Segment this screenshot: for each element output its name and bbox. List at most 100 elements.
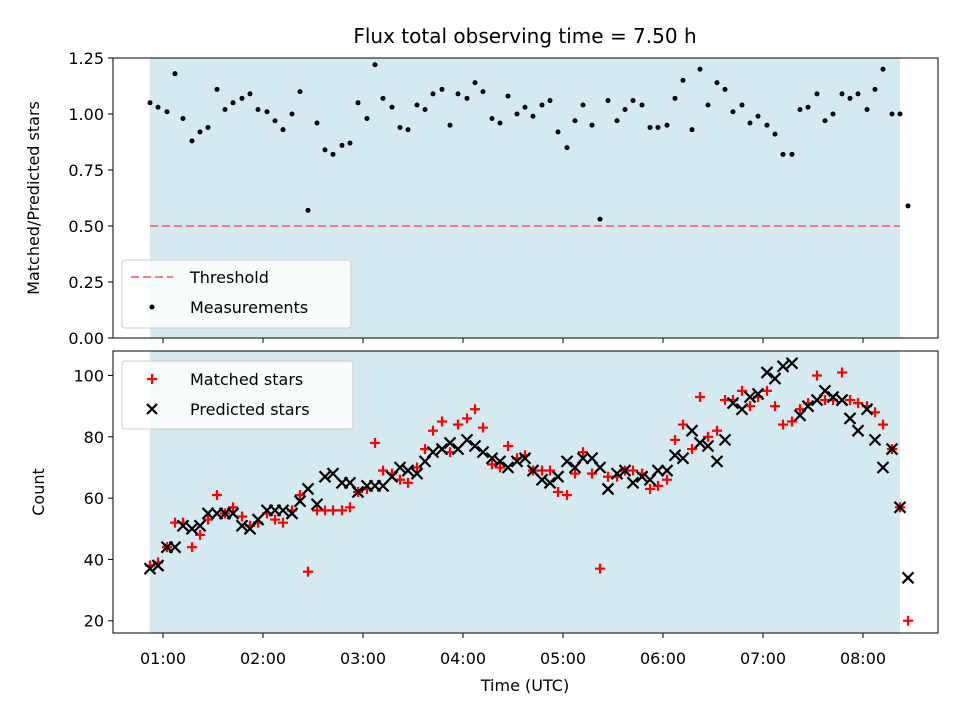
measurement-point [722, 86, 728, 92]
predicted-star-point [551, 470, 565, 483]
matched-star-point [678, 419, 688, 430]
predicted-star-point [168, 540, 182, 554]
predicted-star-point [860, 402, 874, 416]
predicted-star-point [485, 452, 499, 465]
measurement-point [689, 127, 695, 133]
bottom-panel: 20 40 60 80 100 01:00 02:00 03:00 04:00 05:00 06:… [29, 350, 939, 695]
measurement-point [547, 98, 553, 104]
matched-star-point [695, 391, 705, 402]
measurement-point [664, 122, 670, 128]
predicted-star-point [626, 476, 640, 490]
bottom-legend-box [121, 360, 354, 430]
matched-star-point [395, 474, 405, 485]
measurement-point [322, 147, 328, 153]
matched-star-point [745, 401, 755, 412]
measurement-point [880, 66, 886, 72]
predicted-star-point [235, 519, 249, 532]
predicted-star-point [393, 461, 407, 474]
predicted-star-point [543, 476, 557, 490]
matched-star-point [303, 566, 313, 577]
measurement-point [864, 107, 870, 113]
matched-star-point [870, 407, 880, 418]
matched-star-point [795, 404, 805, 415]
measurement-point [255, 107, 261, 113]
legend-predicted-label: Predicted stars [190, 400, 310, 419]
predicted-star-point [660, 464, 674, 477]
measurement-point [855, 91, 861, 97]
measurement-point [472, 80, 478, 86]
measurement-point [397, 124, 403, 130]
measurement-point [697, 66, 703, 72]
measurement-point [755, 113, 761, 119]
bottom-y-tick-label: 100 [73, 367, 104, 386]
measurement-point [264, 109, 270, 115]
matched-star-point [837, 367, 847, 378]
predicted-star-point [876, 461, 890, 474]
predicted-star-points [143, 356, 915, 585]
top-plot-frame [112, 57, 939, 339]
measurement-point [530, 113, 536, 119]
measurement-point [714, 80, 720, 86]
matched-star-point [570, 468, 580, 479]
predicted-star-point [143, 562, 157, 575]
predicted-star-point [693, 436, 707, 450]
top-y-axis-label: Matched/Predicted stars [24, 101, 43, 295]
predicted-star-point [493, 455, 507, 468]
measurement-point [230, 100, 236, 106]
measurement-point [172, 71, 178, 77]
predicted-star-point [318, 470, 332, 483]
matched-star-point [712, 425, 722, 436]
measurement-point [655, 124, 661, 130]
matched-star-point [445, 447, 455, 458]
measurement-point [705, 102, 711, 108]
measurement-point [572, 118, 578, 124]
measurement-point [897, 111, 903, 117]
matched-star-point [278, 517, 288, 528]
measurement-point [447, 122, 453, 128]
measurement-point [372, 62, 378, 68]
measurement-point [839, 91, 845, 97]
measurement-point [430, 91, 436, 97]
predicted-star-point [351, 485, 365, 499]
predicted-star-point [401, 464, 415, 477]
bottom-plot-frame [112, 350, 939, 634]
bottom-y-tick-label: 80 [84, 428, 104, 447]
matched-star-point [328, 505, 338, 516]
bottom-y-axis-label: Count [29, 468, 48, 516]
matched-star-point [270, 514, 280, 525]
matched-star-point [595, 563, 605, 574]
measurement-point [872, 86, 878, 92]
matched-star-point [437, 416, 447, 427]
matched-star-point [903, 615, 913, 626]
matched-star-point [778, 419, 788, 430]
predicted-star-point [668, 448, 682, 462]
predicted-star-point [410, 467, 424, 480]
matched-star-point [645, 483, 655, 494]
measurement-point [297, 89, 303, 95]
predicted-star-point [535, 473, 549, 487]
x-tick-label: 02:00 [240, 649, 286, 668]
measurement-point [639, 102, 645, 108]
legend-predicted-swatch [146, 403, 158, 415]
measurement-point [289, 111, 295, 117]
matched-star-point [478, 422, 488, 433]
predicted-star-point [801, 399, 815, 413]
measurement-point [489, 115, 495, 121]
predicted-star-point [743, 390, 757, 404]
measurement-point [222, 107, 228, 113]
measurement-point [422, 107, 428, 113]
predicted-star-point [193, 519, 207, 532]
matched-star-point [378, 465, 388, 476]
matched-star-point [670, 434, 680, 445]
measurement-point [830, 111, 836, 117]
measurement-point [164, 109, 170, 115]
predicted-star-point [651, 464, 665, 477]
matched-star-point [762, 385, 772, 396]
predicted-star-point [476, 445, 490, 459]
predicted-star-point [426, 445, 440, 459]
matched-star-point [770, 401, 780, 412]
measurement-point [514, 111, 520, 117]
measurement-point [622, 107, 628, 113]
top-y-tick-label: 1.00 [68, 105, 104, 124]
predicted-star-point [726, 396, 740, 410]
